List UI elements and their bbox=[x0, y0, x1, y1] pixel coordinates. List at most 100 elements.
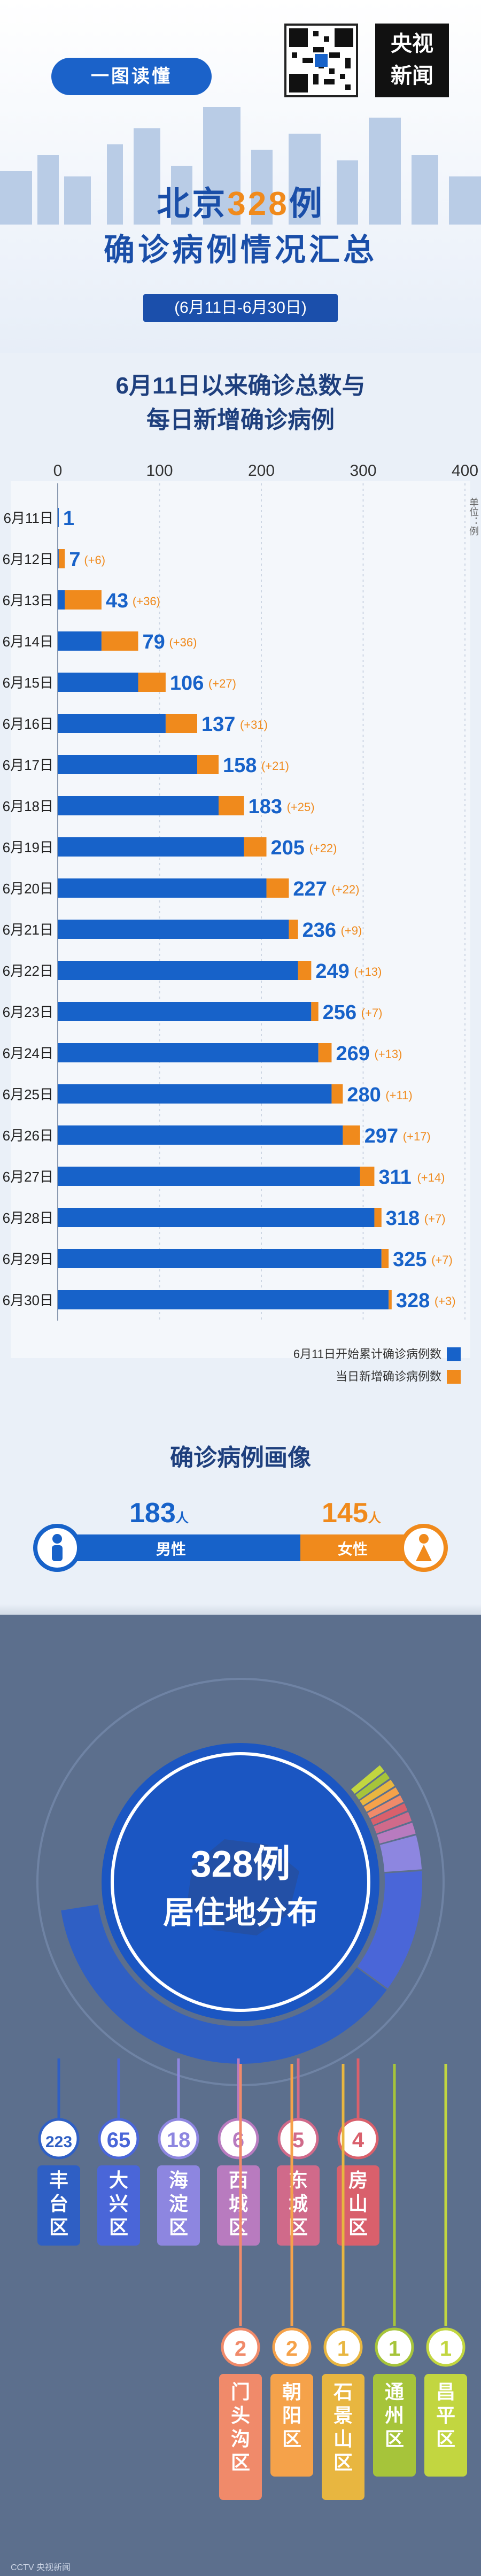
x-tick-label: 0 bbox=[53, 462, 63, 480]
title-prefix: 北京 bbox=[157, 186, 228, 222]
donut-segment bbox=[351, 1765, 385, 1794]
category-label: 6月14日 bbox=[3, 634, 53, 650]
district-name-char: 平 bbox=[436, 2404, 455, 2426]
district-box bbox=[277, 2165, 320, 2246]
district-box bbox=[219, 2374, 262, 2500]
chart-title-line1: 6月11日以来确诊总数与 bbox=[115, 373, 366, 399]
total-label: 328 bbox=[396, 1290, 430, 1312]
total-label: 183 bbox=[249, 796, 282, 818]
district-name-char: 区 bbox=[333, 2451, 353, 2473]
female-count: 145人 bbox=[322, 1497, 381, 1529]
category-label: 6月22日 bbox=[3, 963, 53, 979]
male-label: 男性 bbox=[156, 1541, 187, 1557]
count-circle bbox=[337, 2118, 379, 2159]
bar-new bbox=[318, 1043, 332, 1062]
bar-new bbox=[165, 714, 197, 733]
bar-cumulative bbox=[58, 1125, 343, 1145]
new-cases-label: (+9) bbox=[341, 924, 362, 937]
district-name-char: 房 bbox=[348, 2169, 368, 2191]
title-number: 328 bbox=[227, 186, 289, 222]
total-label: 227 bbox=[293, 878, 327, 900]
chart-title-line2: 每日新增确诊病例 bbox=[146, 407, 335, 433]
male-icon bbox=[33, 1524, 81, 1572]
donut-segment bbox=[377, 1822, 416, 1844]
new-cases-label: (+11) bbox=[385, 1089, 412, 1102]
bar-cumulative bbox=[58, 1084, 332, 1104]
bar-cumulative bbox=[58, 590, 65, 610]
count-circle bbox=[272, 2327, 312, 2367]
header: 一图读懂 央视 新闻 北京328例 确诊病例情况汇总 (6月11日-6月3 bbox=[0, 0, 481, 353]
new-cases-label: (+36) bbox=[169, 636, 197, 649]
bar-cumulative bbox=[58, 631, 102, 651]
cctv-news-logo: 央视 新闻 bbox=[375, 24, 449, 97]
district-name-char: 丰 bbox=[49, 2169, 68, 2191]
district-name-char: 区 bbox=[348, 2216, 368, 2238]
residence-distribution-diagram: 223丰台区65大兴区18海淀区6西城区5东城区4房山区2门头沟区2朝阳区1石景… bbox=[36, 1678, 467, 2500]
case-bar-chart: 0 100 200 300 400 单位：例 6月11日 1 6月12日 7 (+6) 6月13日 43… bbox=[3, 462, 479, 1384]
district-count: 1 bbox=[337, 2337, 349, 2361]
bar-new bbox=[298, 961, 312, 980]
new-cases-label: (+27) bbox=[208, 677, 236, 690]
district-count: 5 bbox=[292, 2128, 304, 2152]
legend-label: 6月11日开始累计确诊病例数 bbox=[293, 1347, 441, 1361]
bar-new bbox=[360, 1167, 375, 1186]
bar-new bbox=[311, 1002, 319, 1021]
district-name-char: 台 bbox=[49, 2193, 68, 2215]
district-name-char: 门 bbox=[231, 2381, 250, 2403]
total-label: 318 bbox=[386, 1207, 420, 1230]
category-label: 6月24日 bbox=[3, 1045, 53, 1061]
new-cases-label: (+13) bbox=[354, 965, 382, 978]
district-count: 18 bbox=[167, 2128, 191, 2152]
total-label: 280 bbox=[347, 1084, 381, 1106]
bar-cumulative bbox=[58, 1249, 382, 1268]
new-cases-label: (+17) bbox=[403, 1130, 431, 1143]
new-cases-label: (+36) bbox=[133, 595, 160, 608]
bar-cumulative bbox=[58, 1290, 389, 1309]
new-cases-label: (+25) bbox=[287, 800, 315, 814]
male-count-value: 183 bbox=[129, 1498, 176, 1529]
male-count: 183人 bbox=[129, 1497, 189, 1529]
district-name-char: 区 bbox=[169, 2216, 188, 2238]
beijing-map-icon bbox=[187, 1839, 299, 1935]
distribution-subtitle: 居住地分布 bbox=[162, 1895, 318, 1930]
total-label: 269 bbox=[336, 1043, 369, 1065]
female-unit: 人 bbox=[368, 1511, 381, 1525]
title-suffix: 例 bbox=[289, 186, 324, 222]
bar-new bbox=[381, 1249, 389, 1268]
district-name-char: 头 bbox=[231, 2404, 250, 2426]
district-box bbox=[373, 2374, 416, 2477]
donut-segment bbox=[367, 1795, 404, 1818]
male-figure-icon bbox=[52, 1534, 63, 1561]
bar-cumulative bbox=[58, 714, 166, 733]
new-cases-label: (+13) bbox=[374, 1047, 402, 1061]
x-tick-label: 300 bbox=[350, 462, 376, 480]
category-label: 6月16日 bbox=[3, 716, 53, 732]
count-circle bbox=[375, 2327, 414, 2367]
category-label: 6月29日 bbox=[3, 1251, 53, 1267]
district-count: 2 bbox=[286, 2337, 298, 2361]
donut-segment bbox=[360, 1779, 395, 1806]
unit-label: 单位：例 bbox=[468, 497, 479, 536]
district-box bbox=[157, 2165, 200, 2246]
district-box bbox=[270, 2374, 313, 2477]
district-count: 6 bbox=[232, 2128, 244, 2152]
legend-swatch bbox=[447, 1347, 461, 1361]
district-name-char: 海 bbox=[169, 2169, 188, 2191]
district-count: 223 bbox=[45, 2133, 72, 2151]
bar-new bbox=[218, 796, 244, 815]
date-range: (6月11日-6月30日) bbox=[143, 294, 338, 322]
district-name-char: 石 bbox=[333, 2381, 353, 2403]
district-name-char: 兴 bbox=[109, 2193, 128, 2215]
category-label: 6月25日 bbox=[3, 1086, 53, 1102]
category-label: 6月27日 bbox=[3, 1169, 53, 1185]
district-box bbox=[322, 2374, 364, 2500]
district-name-char: 区 bbox=[436, 2428, 455, 2450]
total-label: 297 bbox=[364, 1125, 398, 1147]
category-label: 6月19日 bbox=[3, 839, 53, 855]
donut-segment bbox=[357, 1871, 422, 1988]
female-count-value: 145 bbox=[322, 1498, 368, 1529]
total-label: 205 bbox=[271, 837, 305, 859]
city-skyline-icon bbox=[0, 107, 481, 225]
new-cases-label: (+14) bbox=[417, 1171, 445, 1184]
new-cases-label: (+7) bbox=[361, 1006, 383, 1020]
